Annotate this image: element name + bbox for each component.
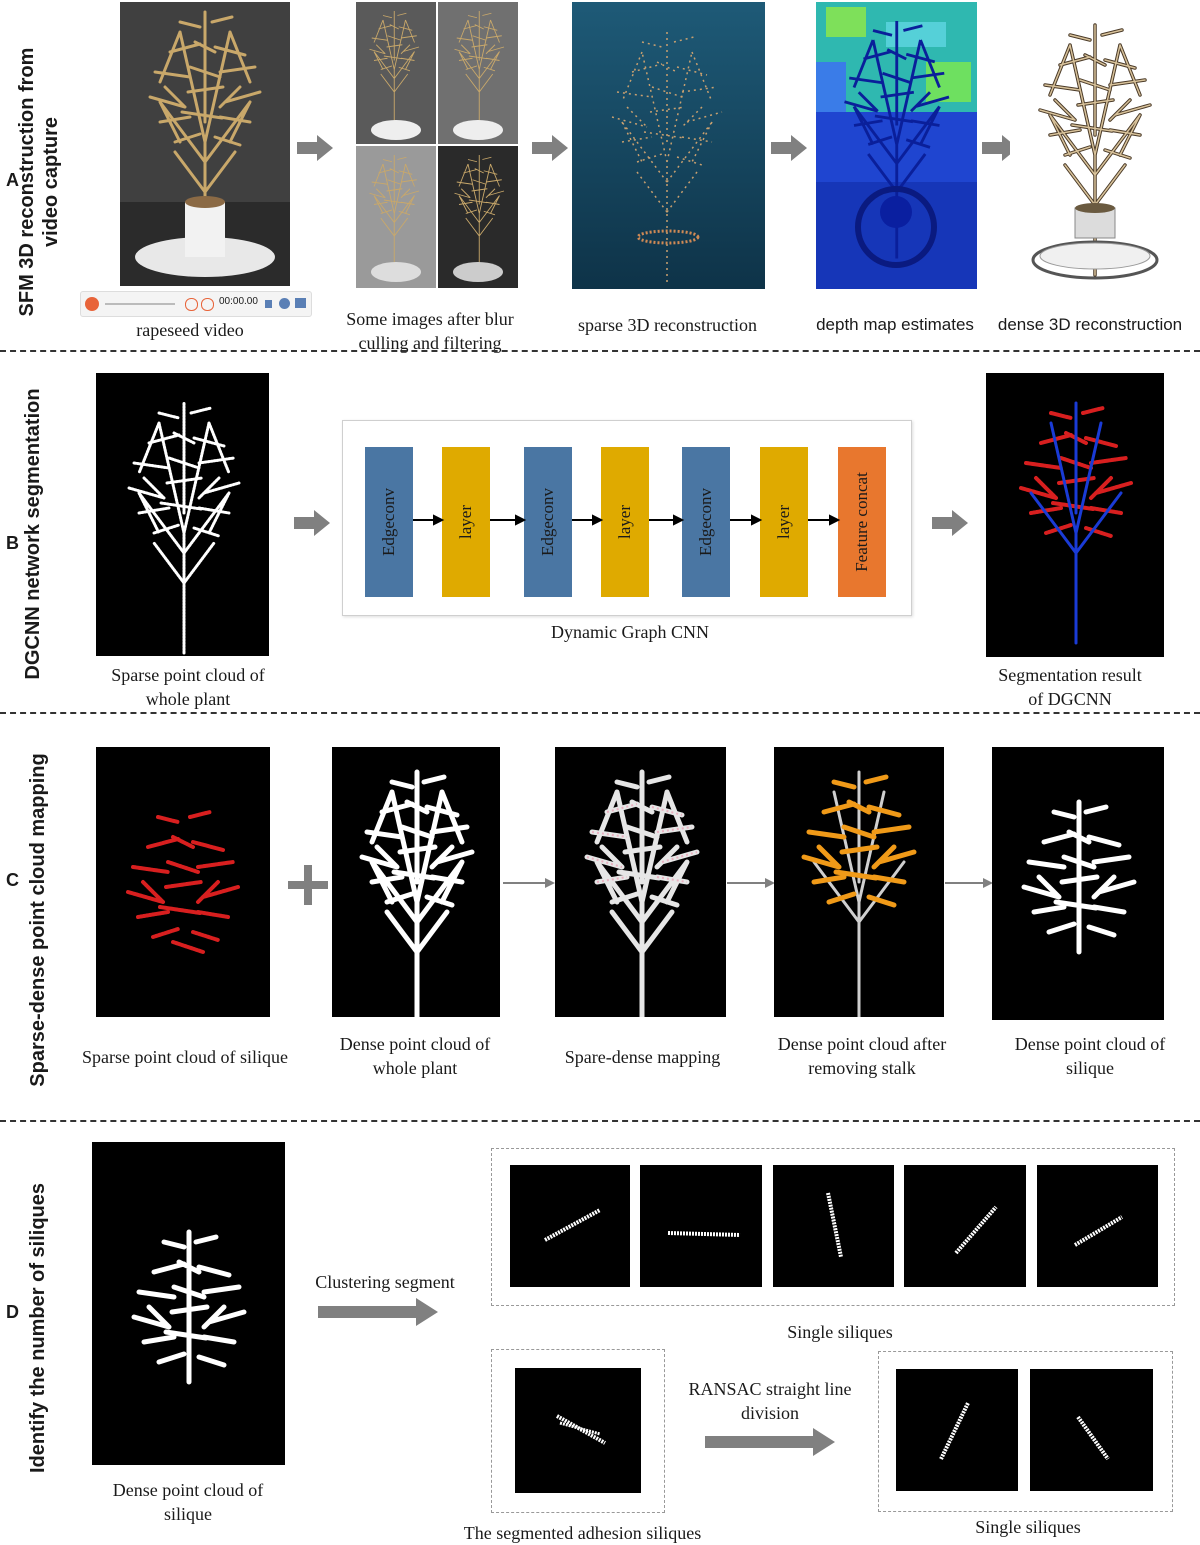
- caption-dense-reconstruction: dense 3D reconstruction: [997, 315, 1183, 334]
- panel-letter-d: D: [6, 1302, 19, 1322]
- player-time: 00:00.00: [219, 296, 258, 307]
- divider: [0, 712, 1200, 714]
- dense-reconstruction-image: [1010, 10, 1180, 300]
- sparse-reconstruction-image: [572, 2, 765, 289]
- adhesion-silique-image: [515, 1368, 641, 1493]
- dgcnn-network-box: [342, 420, 912, 616]
- volume-icon[interactable]: [265, 300, 272, 308]
- panel-b-title: DGCNN network segmentation: [22, 388, 44, 680]
- caption-dense-silique-input: Dense point cloud of silique: [112, 1480, 264, 1524]
- caption-sparse-whole-plant: Sparse point cloud of whole plant: [111, 665, 265, 709]
- caption-sparse-reconstruction: sparse 3D reconstruction: [578, 315, 757, 335]
- dense-silique-input-image: [92, 1142, 285, 1465]
- panel-letter-c: C: [6, 870, 19, 890]
- arrow-right-icon: [982, 135, 1018, 161]
- forward-icon[interactable]: [201, 298, 214, 311]
- adhesion-siliques-box: [491, 1349, 665, 1513]
- filtered-images-grid: [356, 2, 518, 288]
- thin-arrow-icon: [503, 878, 555, 888]
- arrow-right-icon: [705, 1428, 835, 1456]
- edgeconv-block-1: Edgeconv: [365, 447, 413, 597]
- panel-d-title: Identify the number of siliques: [27, 1182, 49, 1474]
- seek-slider[interactable]: [105, 303, 175, 305]
- plus-icon: [288, 865, 328, 905]
- segmentation-result-image: [986, 373, 1164, 657]
- caption-single-siliques-top: Single siliques: [787, 1322, 893, 1342]
- arrow-right-icon: [932, 510, 968, 536]
- arrow-right-icon: [532, 135, 568, 161]
- caption-removed-stalk: Dense point cloud after removing stalk: [777, 1034, 947, 1078]
- network-flow-arrows: [413, 514, 841, 526]
- panel-c-title: Sparse-dense point cloud mapping: [27, 753, 49, 1087]
- dense-removed-stalk-image: [774, 747, 944, 1024]
- rapeseed-photo: [120, 2, 290, 286]
- single-siliques-box-bottom: [878, 1351, 1173, 1512]
- caption-sparse-silique: Sparse point cloud of silique: [82, 1047, 288, 1067]
- arrow-right-icon: [297, 135, 333, 161]
- sparse-silique-image: [96, 747, 270, 1017]
- layer-block-2: layer: [601, 447, 649, 597]
- panel-letter-a: A: [6, 170, 19, 190]
- caption-adhesion-siliques: The segmented adhesion siliques: [463, 1523, 702, 1543]
- single-silique-2: [640, 1165, 762, 1287]
- edgeconv-block-2: Edgeconv: [524, 447, 572, 597]
- caption-rapeseed-video: rapeseed video: [136, 320, 244, 340]
- caption-dynamic-graph-cnn: Dynamic Graph CNN: [551, 622, 709, 642]
- edgeconv-block-3: Edgeconv: [682, 447, 730, 597]
- caption-ransac: RANSAC straight line division: [688, 1379, 852, 1423]
- rewind-icon[interactable]: [185, 298, 198, 311]
- play-icon[interactable]: [85, 297, 99, 311]
- single-silique-6: [896, 1369, 1018, 1491]
- caption-clustering-segment: Clustering segment: [315, 1272, 455, 1292]
- sparse-whole-plant-image: [96, 373, 269, 656]
- thin-arrow-icon: [727, 878, 775, 888]
- caption-segmentation-result: Segmentation result of DGCNN: [998, 665, 1142, 709]
- caption-depth-map: depth map estimates: [816, 315, 974, 334]
- layer-block-3: layer: [760, 447, 808, 597]
- caption-dense-whole-plant: Dense point cloud of whole plant: [339, 1034, 491, 1078]
- divider: [0, 1120, 1200, 1122]
- single-silique-1: [510, 1165, 630, 1287]
- single-silique-5: [1037, 1165, 1158, 1287]
- fullscreen-icon[interactable]: [295, 298, 306, 308]
- single-silique-4: [904, 1165, 1026, 1287]
- caption-dense-silique: Dense point cloud of silique: [1014, 1034, 1166, 1078]
- caption-filtered-images: Some images after blur culling and filte…: [346, 309, 514, 353]
- caption-single-siliques-bottom: Single siliques: [975, 1517, 1081, 1537]
- feature-concat-block: Feature concat: [838, 447, 886, 597]
- info-icon[interactable]: [279, 298, 290, 309]
- video-player-bar: 00:00.00: [80, 291, 312, 317]
- panel-letter-b: B: [6, 533, 19, 553]
- depth-map-image: [816, 2, 977, 289]
- single-silique-7: [1030, 1369, 1153, 1491]
- caption-spare-dense-mapping: Spare-dense mapping: [564, 1047, 721, 1067]
- dense-silique-image: [992, 747, 1164, 1020]
- layer-block-1: layer: [442, 447, 490, 597]
- arrow-right-icon: [771, 135, 807, 161]
- single-silique-3: [773, 1165, 894, 1287]
- sparse-dense-mapping-image: [555, 747, 726, 1017]
- arrow-right-icon: [294, 510, 330, 536]
- divider: [0, 350, 1200, 352]
- single-siliques-box-top: [491, 1148, 1175, 1306]
- arrow-right-icon: [318, 1298, 438, 1326]
- thin-arrow-icon: [945, 878, 993, 888]
- dense-whole-plant-image: [332, 747, 500, 1017]
- panel-a-title: SFM 3D reconstruction from video capture: [16, 47, 62, 317]
